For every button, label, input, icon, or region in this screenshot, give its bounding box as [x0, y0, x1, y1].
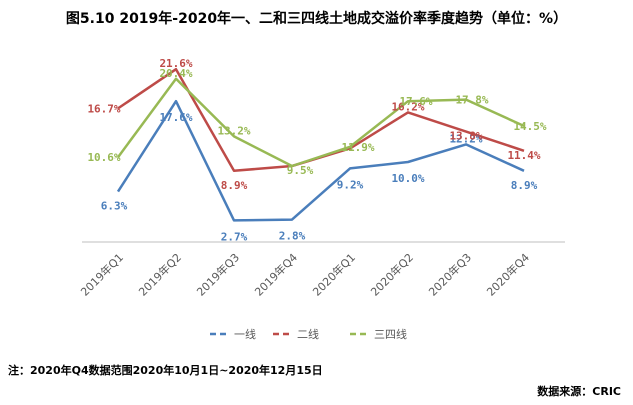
data-label: 17.6%: [159, 111, 192, 124]
footnote: 注：2020年Q4数据范围2020年10月1日~2020年12月15日: [8, 364, 323, 377]
x-tick-label: 2019年Q4: [252, 250, 301, 299]
x-tick-label: 2019年Q1: [78, 250, 127, 299]
data-source: 数据来源：CRIC: [537, 385, 621, 398]
data-label: 13.2%: [217, 124, 250, 137]
data-label: 11.4%: [507, 149, 540, 162]
data-label: 8.9%: [221, 179, 248, 192]
data-label: 16.7%: [87, 102, 120, 115]
x-tick-label: 2020年Q3: [426, 250, 475, 299]
data-label: 8.9%: [511, 179, 538, 192]
chart-title: 图5.10 2019年-2020年一、二和三四线土地成交溢价率季度趋势（单位：%…: [65, 11, 568, 27]
data-label: 12.2%: [449, 132, 482, 145]
data-label: 6.3%: [101, 200, 128, 213]
data-label: 14.5%: [513, 120, 546, 133]
data-label: 10.0%: [391, 172, 424, 185]
data-label: 17.8%: [455, 94, 488, 107]
x-tick-label: 2019年Q2: [136, 250, 185, 299]
series-line-3: [116, 77, 525, 168]
legend-label: 一线: [234, 327, 256, 341]
data-label: 16.2%: [391, 100, 424, 113]
data-label: 9.5%: [287, 164, 314, 177]
data-label: 13.8%: [449, 130, 482, 143]
series-line-1: [116, 99, 525, 222]
data-label: 2.8%: [279, 230, 306, 243]
data-label: 20.4%: [159, 67, 192, 80]
data-label: 9.2%: [337, 178, 364, 191]
data-label: 17.6%: [399, 95, 432, 108]
data-label: 10.6%: [87, 151, 120, 164]
data-label: 11.9%: [341, 141, 374, 154]
data-label: 21.6%: [159, 57, 192, 70]
x-tick-label: 2020年Q1: [310, 250, 359, 299]
x-tick-label: 2019年Q3: [194, 250, 243, 299]
data-label: 2.7%: [221, 230, 248, 243]
legend-label: 二线: [297, 327, 319, 341]
legend-label: 三四线: [374, 327, 407, 341]
x-tick-label: 2020年Q2: [368, 250, 417, 299]
x-tick-label: 2020年Q4: [484, 250, 533, 299]
